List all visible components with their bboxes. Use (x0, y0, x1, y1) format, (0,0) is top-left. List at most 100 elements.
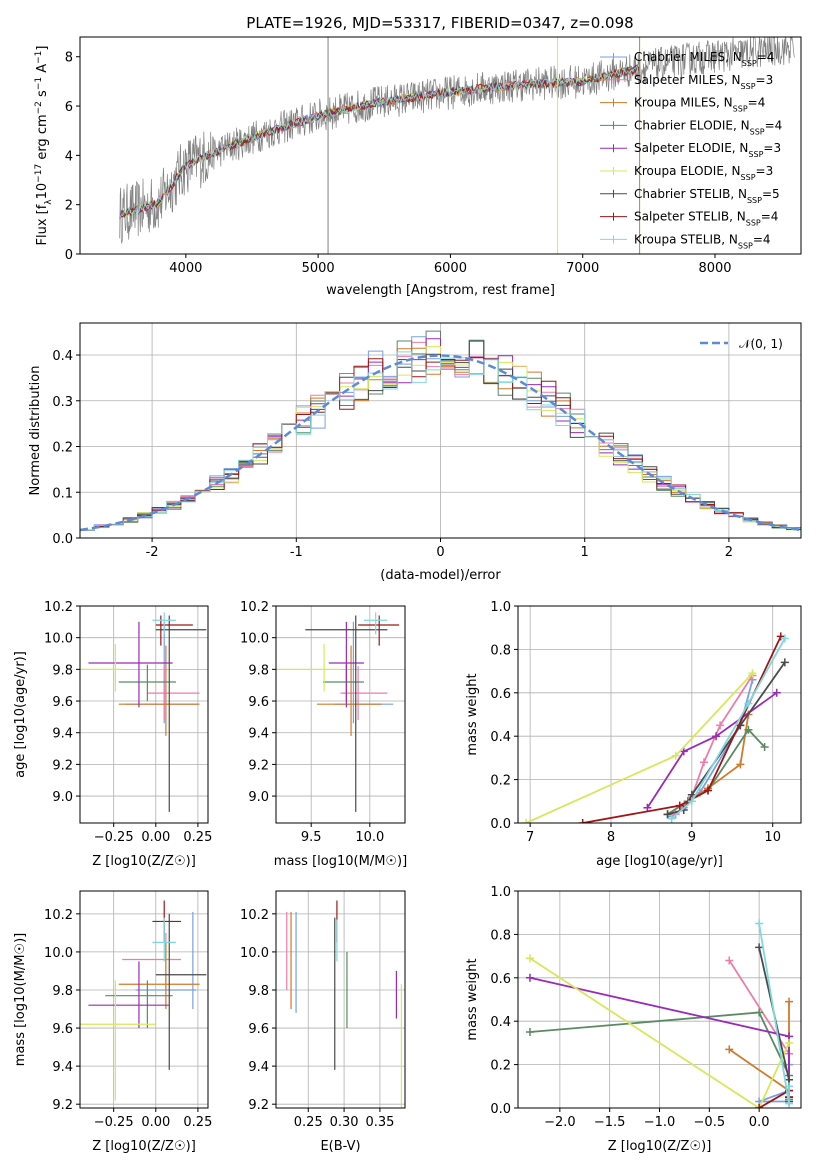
series-5 (522, 669, 757, 823)
y-tick-label: 9.0 (52, 790, 73, 805)
data-point-8 (363, 612, 388, 635)
series-point (643, 803, 652, 812)
data-point-4 (328, 621, 364, 708)
y-tick-label: 0.6 (490, 687, 511, 702)
legend-label: Kroupa STELIB, NSSP=4 (634, 232, 771, 250)
y-tick-label: 0.6 (490, 972, 511, 987)
series-point (748, 669, 757, 678)
y-tick-label: 0.0 (52, 532, 73, 547)
y-tick-label: 10.0 (240, 632, 269, 647)
series-point (760, 743, 769, 752)
series-point (755, 943, 764, 952)
series-line (758, 1064, 790, 1103)
plot-area (276, 612, 400, 812)
series-point (712, 732, 721, 741)
legend-label: 𝒩(0, 1) (739, 337, 783, 351)
y-tick-label: 10.2 (240, 600, 269, 615)
y-tick-label: 10.0 (44, 632, 73, 647)
data-point-8 (152, 917, 176, 962)
y-tick-label: 10.0 (240, 946, 269, 961)
series-point (525, 973, 534, 982)
y-tick-label: 0.0 (490, 1102, 511, 1117)
x-tick-label: 4000 (169, 261, 202, 276)
series-point (755, 919, 764, 928)
x-tick-label: −0.25 (94, 830, 134, 845)
y-tick-label: 10.2 (44, 908, 73, 923)
data-point-6 (155, 913, 207, 1070)
legend-label: Salpeter STELIB, NSSP=4 (634, 210, 778, 228)
legend-label: Chabrier ELODIE, NSSP=4 (634, 118, 782, 136)
series-point (785, 1082, 794, 1091)
x-axis-label: Z [log10(Z/Z☉)] (92, 1139, 196, 1154)
x-axis-label: E(B-V) (320, 1139, 360, 1154)
y-tick-label: 0.4 (52, 349, 73, 364)
data-point-6 (305, 615, 388, 812)
x-tick-label: 0.00 (141, 1115, 170, 1130)
y-tick-label: 0.1 (52, 486, 73, 501)
data-point-1 (122, 932, 182, 990)
series-point (525, 954, 534, 963)
x-tick-label: 0.25 (294, 1115, 323, 1130)
data-point-2 (317, 645, 382, 736)
x-tick-label: 0.25 (183, 830, 212, 845)
y-tick-label: 0 (65, 248, 73, 263)
x-tick-label: 6000 (434, 261, 467, 276)
data-point-5 (276, 644, 341, 692)
axes-frame (79, 890, 209, 1109)
y-tick-label: 1.0 (490, 600, 511, 615)
x-axis-label: age [log10(age/yr)] (596, 854, 723, 869)
y-tick-label: 10.2 (240, 908, 269, 923)
series-point (785, 997, 794, 1006)
y-tick-label: 9.4 (52, 1060, 73, 1075)
series-7 (578, 632, 785, 823)
series-point (578, 819, 587, 823)
series-point (704, 786, 713, 795)
series-point (780, 658, 789, 667)
y-tick-label: 9.6 (52, 1022, 73, 1037)
legend-label: Chabrier STELIB, NSSP=5 (634, 187, 780, 205)
series-8 (755, 919, 794, 1108)
x-tick-label: 7000 (566, 261, 599, 276)
y-tick-label: 0.2 (490, 774, 511, 789)
series-4 (643, 688, 781, 812)
legend-label: Chabrier MILES, NSSP=4 (634, 50, 774, 68)
data-point-5 (80, 644, 123, 692)
data-point-6 (155, 615, 207, 812)
y-tick-label: 9.2 (248, 758, 269, 773)
x-axis-label: wavelength [Angstrom, rest frame] (326, 283, 555, 298)
series-point (725, 1045, 734, 1054)
data-point-2 (118, 645, 200, 736)
y-tick-label: 0.2 (490, 1059, 511, 1074)
y-tick-label: 9.2 (52, 1098, 73, 1113)
series-point (785, 1099, 794, 1108)
series-point (687, 797, 696, 806)
y-tick-label: 9.8 (248, 663, 269, 678)
x-tick-label: -1 (290, 545, 303, 560)
x-tick-label: 7 (526, 830, 534, 845)
series-point (663, 810, 672, 819)
series-point (780, 634, 789, 643)
x-tick-label: 0.30 (330, 1115, 359, 1130)
data-point-3 (118, 664, 176, 702)
axes-frame (275, 605, 406, 824)
y-tick-label: 9.2 (52, 758, 73, 773)
series-point (755, 1104, 764, 1108)
x-tick-label: 10.0 (355, 830, 384, 845)
data-point-1 (147, 666, 200, 721)
y-axis-label: mass weight (465, 673, 480, 755)
series-point (755, 1008, 764, 1017)
series-point (522, 819, 531, 823)
y-tick-label: 9.6 (248, 695, 269, 710)
x-tick-label: 8000 (698, 261, 731, 276)
chart-mass-weight-vs-age: 7 8 9 10 0.0 0.2 0.4 0.6 0.8 1.0 age [log10(age/yr… (465, 600, 802, 869)
y-tick-label: 10.2 (44, 600, 73, 615)
data-point-8 (152, 612, 176, 635)
chart-mass-vs-EBV: 0.25 0.30 0.35 9.2 9.4 9.6 9.8 10.0 10.2 E(B-V) (240, 890, 406, 1154)
data-point-4 (88, 961, 170, 1029)
series-point (699, 758, 708, 767)
series-line (529, 957, 790, 1108)
y-tick-label: 2 (65, 199, 73, 214)
gaussian-curve (80, 354, 801, 532)
x-axis-label: Z [log10(Z/Z☉)] (92, 854, 196, 869)
